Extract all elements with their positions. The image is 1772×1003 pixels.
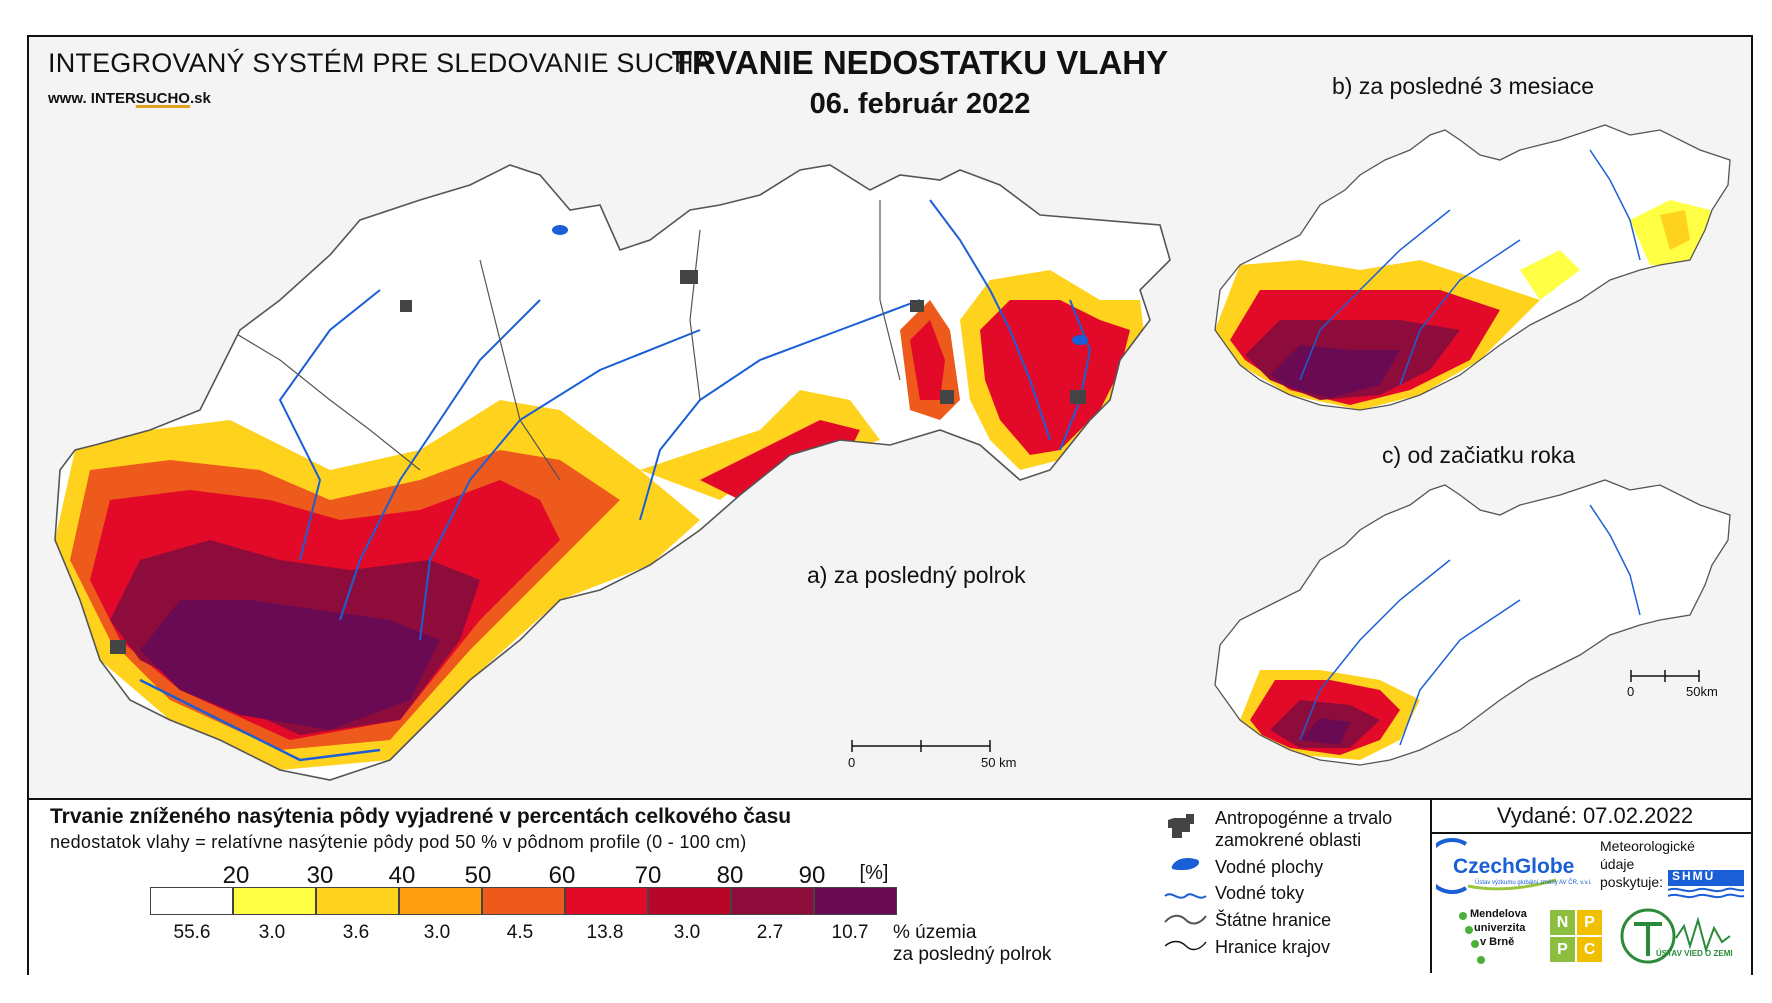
mendel-line3: v Brně bbox=[1480, 936, 1515, 948]
nppc-cell: P bbox=[1550, 937, 1575, 962]
legend-swatch bbox=[482, 887, 565, 915]
legend-tick: 40 bbox=[388, 862, 416, 889]
czechglobe-logo bbox=[1436, 838, 1557, 894]
shmu-logo bbox=[1668, 870, 1745, 899]
map-c bbox=[1215, 480, 1730, 765]
map-c-border bbox=[1214, 479, 1731, 766]
mendel-line1: Mendelova bbox=[1470, 908, 1527, 920]
shmu-text: SHMÚ bbox=[1672, 869, 1716, 883]
legend-pct: 10.7 bbox=[831, 922, 869, 943]
anthropogenic-label-2: zamokrené oblasti bbox=[1215, 830, 1362, 850]
website-brand: SUCHO bbox=[135, 90, 190, 107]
uvz-logo bbox=[1620, 908, 1731, 964]
legend-swatch bbox=[814, 887, 897, 915]
credits-divider bbox=[1430, 798, 1432, 973]
map-a bbox=[55, 165, 1170, 780]
credits-divider-h bbox=[1430, 832, 1751, 834]
legend-tick: 60 bbox=[548, 862, 576, 889]
map-c-label: c) od začiatku roka bbox=[1382, 442, 1576, 468]
water-course-label: Vodné toky bbox=[1215, 883, 1305, 903]
website-prefix: www. INTER bbox=[48, 90, 136, 107]
water-body-label: Vodné plochy bbox=[1215, 857, 1324, 877]
website-link[interactable]: www. INTERSUCHO.sk bbox=[48, 90, 211, 107]
water-body-icon bbox=[1171, 858, 1200, 870]
map-b-label: b) za posledné 3 mesiace bbox=[1332, 73, 1595, 99]
legend-tick: 20 bbox=[222, 862, 250, 889]
main-title: TRVANIE NEDOSTATKU VLAHY bbox=[671, 44, 1169, 81]
legend-pct: 55.6 bbox=[173, 922, 211, 943]
legend-panel bbox=[29, 798, 1751, 975]
scale-bar-c bbox=[1630, 670, 1700, 682]
main-date: 06. február 2022 bbox=[809, 88, 1031, 120]
legend-area-label-2: za posledný polrok bbox=[893, 944, 1052, 965]
legend-pct: 3.0 bbox=[673, 922, 701, 943]
nppc-cell: P bbox=[1577, 910, 1602, 935]
scale-a-zero: 0 bbox=[848, 755, 856, 770]
region-border-icon bbox=[1164, 940, 1207, 951]
legend-title: Trvanie zníženého nasýtenia pôdy vyjadre… bbox=[50, 805, 792, 828]
legend-unit: [%] bbox=[859, 862, 889, 884]
czechglobe-subtitle: Ústav výzkumu globální změny AV ČR, v.v.… bbox=[1475, 880, 1592, 886]
nppc-cell: N bbox=[1550, 910, 1575, 935]
symbol-legend-icons bbox=[1164, 814, 1207, 951]
legend-area-label-1: % územia bbox=[893, 922, 977, 943]
state-border-label: Štátne hranice bbox=[1215, 910, 1332, 930]
mendel-line2: univerzita bbox=[1474, 922, 1526, 934]
uvz-text: ÚSTAV VIED O ZEMI bbox=[1656, 949, 1733, 958]
legend-tick: 30 bbox=[306, 862, 334, 889]
scale-a-fifty: 50 km bbox=[981, 755, 1017, 770]
czechglobe-name: CzechGlobe bbox=[1453, 855, 1575, 878]
legend-swatch bbox=[150, 887, 233, 915]
legend-pct: 2.7 bbox=[756, 922, 784, 943]
system-title: INTEGROVANÝ SYSTÉM PRE SLEDOVANIE SUCHA bbox=[48, 48, 712, 78]
legend-tick: 70 bbox=[634, 862, 662, 889]
scale-c-zero: 0 bbox=[1627, 684, 1635, 699]
maps-svg bbox=[54, 124, 1731, 781]
legend-tick: 90 bbox=[798, 862, 826, 889]
map-b-border bbox=[1214, 124, 1731, 411]
legend-swatch bbox=[233, 887, 316, 915]
legend-swatch bbox=[731, 887, 814, 915]
legend-swatch bbox=[648, 887, 731, 915]
map-a-label: a) za posledný polrok bbox=[807, 562, 1026, 588]
issued-date: Vydané: 07.02.2022 bbox=[1496, 803, 1694, 828]
met-data-line1: Meteorologické bbox=[1600, 838, 1695, 854]
map-b bbox=[1215, 125, 1730, 410]
legend-swatch bbox=[316, 887, 399, 915]
nppc-cell: C bbox=[1577, 937, 1602, 962]
anthropogenic-label-1: Antropogénne a trvalo bbox=[1215, 808, 1393, 828]
legend-tick: 80 bbox=[716, 862, 744, 889]
met-data-line3: poskytuje: bbox=[1600, 874, 1664, 890]
legend-pct: 3.6 bbox=[342, 922, 370, 943]
legend-subtitle: nedostatok vlahy = relatívne nasýtenie p… bbox=[50, 832, 747, 852]
legend-swatch bbox=[565, 887, 648, 915]
scale-bar-a bbox=[851, 740, 991, 752]
legend-pct: 3.0 bbox=[423, 922, 451, 943]
legend-swatch bbox=[399, 887, 482, 915]
anthropogenic-icon bbox=[1168, 814, 1194, 838]
legend-pct: 13.8 bbox=[586, 922, 624, 943]
met-data-line2: údaje bbox=[1600, 856, 1635, 872]
map-a-border bbox=[54, 164, 1171, 781]
nppc-logo: N P P C bbox=[1550, 910, 1602, 962]
legend-tick: 50 bbox=[464, 862, 492, 889]
state-border-icon bbox=[1164, 914, 1207, 925]
website-suffix: .sk bbox=[189, 90, 211, 107]
water-course-icon bbox=[1164, 893, 1207, 899]
mendel-logo-dots bbox=[1459, 912, 1485, 964]
region-border-label: Hranice krajov bbox=[1215, 937, 1331, 957]
legend-pct: 4.5 bbox=[506, 922, 534, 943]
scale-c-fifty: 50km bbox=[1686, 684, 1718, 699]
legend-pct: 3.0 bbox=[258, 922, 286, 943]
